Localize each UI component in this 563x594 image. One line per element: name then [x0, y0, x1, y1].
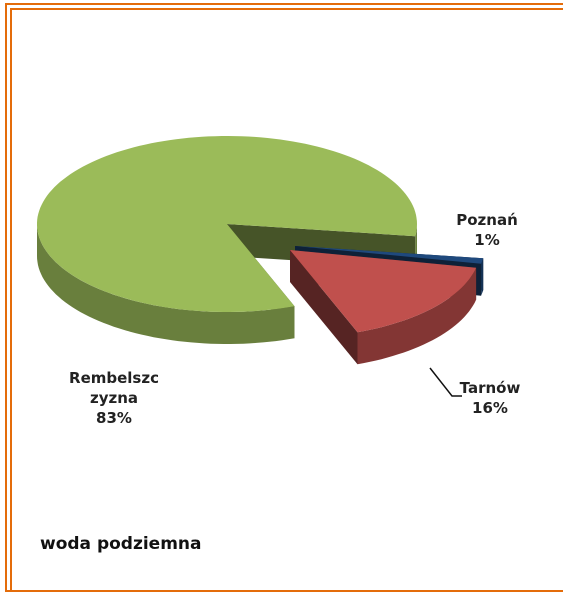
- category-label: Rembelszczyzna: [69, 369, 159, 407]
- chart-title: woda podziemna: [40, 534, 202, 554]
- pie-slice: [37, 136, 417, 344]
- value-label: 16%: [472, 399, 508, 417]
- pie-slice: [290, 250, 477, 365]
- category-label: Poznań: [456, 211, 518, 229]
- frame: [5, 3, 563, 592]
- category-label: Tarnów: [459, 379, 521, 397]
- data-label: Poznań 1%: [455, 210, 519, 250]
- value-label: 1%: [474, 231, 500, 249]
- slice-side: [357, 267, 477, 365]
- slice-wall: [290, 250, 358, 365]
- value-label: 83%: [96, 409, 132, 427]
- slice-top: [37, 136, 417, 312]
- data-label: Rembelszczyzna 83%: [68, 368, 160, 428]
- slice-side: [481, 258, 484, 296]
- leader-line: [429, 367, 462, 397]
- slice-side: [37, 224, 295, 344]
- slice-top: [295, 246, 484, 264]
- slice-top: [290, 250, 477, 333]
- data-label: Tarnów 16%: [455, 378, 525, 418]
